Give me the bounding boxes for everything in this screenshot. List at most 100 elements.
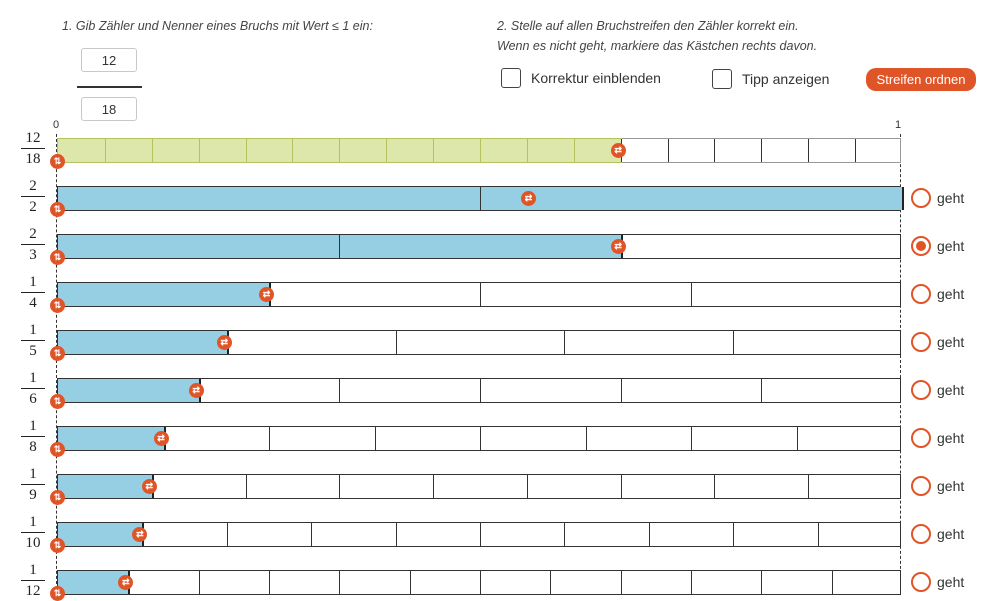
strip-fraction-bar <box>21 244 45 245</box>
not-possible-radio[interactable] <box>911 284 931 304</box>
denominator-drag-handle-icon[interactable]: ⇅ <box>50 202 65 217</box>
radio-label: geht <box>937 190 965 206</box>
numerator-input[interactable]: 12 <box>81 48 137 72</box>
strip-numerator: 1 <box>29 322 37 338</box>
order-strips-button[interactable]: Streifen ordnen <box>866 68 976 91</box>
not-possible-radio[interactable] <box>911 380 931 400</box>
strip-fraction-bar <box>21 148 45 149</box>
strip-divider <box>104 139 106 162</box>
strip-divider <box>269 427 270 450</box>
denominator-drag-handle-icon[interactable]: ⇅ <box>50 538 65 553</box>
strip-divider <box>480 571 481 594</box>
strip-divider <box>198 571 200 594</box>
strip-divider <box>269 571 270 594</box>
strip-numerator: 1 <box>29 514 37 530</box>
step2-instruction-line2: Wenn es nicht geht, markiere das Kästche… <box>497 39 818 53</box>
strip-filled-part <box>58 475 152 498</box>
strip-divider <box>714 475 716 498</box>
strip-divider <box>855 139 857 162</box>
radio-label: geht <box>937 574 965 590</box>
denominator-drag-handle-icon[interactable]: ⇅ <box>50 442 65 457</box>
strip-numerator: 1 <box>29 562 37 578</box>
target-fraction-strip <box>57 138 901 163</box>
numerator-drag-handle-icon[interactable]: ⇄ <box>118 575 134 590</box>
denominator-drag-handle-icon[interactable]: ⇅ <box>50 298 65 313</box>
radio-label: geht <box>937 478 965 494</box>
denominator-drag-handle-icon[interactable]: ⇅ <box>50 250 65 265</box>
axis-zero-label: 0 <box>53 119 60 131</box>
not-possible-radio[interactable] <box>911 476 931 496</box>
strip-filled-part <box>58 331 227 354</box>
radio-label: geht <box>937 286 965 302</box>
strip-fraction-bar <box>21 340 45 341</box>
correction-checkbox[interactable] <box>501 68 521 88</box>
numerator-drag-handle-icon[interactable]: ⇄ <box>132 527 148 542</box>
strip-divider <box>245 475 247 498</box>
numerator-drag-handle-icon[interactable]: ⇄ <box>610 239 626 254</box>
strip-divider <box>733 331 735 354</box>
strip-divider <box>339 139 341 162</box>
tip-label: Tipp anzeigen <box>742 71 830 87</box>
strip-fraction-label: 1 12 <box>20 562 46 599</box>
strip-filled-part <box>58 283 269 306</box>
numerator-drag-handle-icon[interactable]: ⇄ <box>153 431 169 446</box>
strip-fraction-bar <box>21 532 45 533</box>
strip-denominator: 3 <box>29 247 37 263</box>
not-possible-radio[interactable] <box>911 332 931 352</box>
zero-guide-line <box>56 134 57 594</box>
not-possible-radio[interactable] <box>911 236 931 256</box>
strip-divider <box>796 427 798 450</box>
strip-fraction-bar <box>21 292 45 293</box>
strip-fraction-bar <box>21 196 45 197</box>
strip-fraction-bar <box>21 388 45 389</box>
numerator-drag-handle-icon[interactable]: ⇄ <box>259 287 274 302</box>
not-possible-radio[interactable] <box>911 524 931 544</box>
fraction-strip <box>57 330 901 355</box>
strip-divider <box>564 523 566 546</box>
tip-checkbox[interactable] <box>712 69 732 89</box>
strip-divider <box>198 139 200 162</box>
strip-denominator: 4 <box>29 295 37 311</box>
denominator-input[interactable]: 18 <box>81 97 137 121</box>
numerator-drag-handle-icon[interactable]: ⇄ <box>521 191 536 206</box>
strip-divider <box>339 475 341 498</box>
strip-denominator: 8 <box>29 439 37 455</box>
strip-divider <box>151 139 153 162</box>
strip-numerator: 12 <box>25 130 41 146</box>
strip-divider <box>374 427 376 450</box>
strip-divider <box>691 283 692 306</box>
numerator-drag-handle-icon[interactable]: ⇄ <box>610 143 626 158</box>
strip-numerator: 2 <box>29 226 37 242</box>
not-possible-radio[interactable] <box>911 428 931 448</box>
axis-one-label: 1 <box>895 119 902 131</box>
strip-filled-part <box>58 427 164 450</box>
numerator-drag-handle-icon[interactable]: ⇄ <box>216 335 232 350</box>
denominator-drag-handle-icon[interactable]: ⇅ <box>50 490 65 505</box>
denominator-drag-handle-icon[interactable]: ⇅ <box>50 394 65 409</box>
not-possible-radio[interactable] <box>911 572 931 592</box>
strip-numerator: 1 <box>29 466 37 482</box>
strip-divider <box>691 427 692 450</box>
denominator-drag-handle-icon[interactable]: ⇅ <box>50 154 65 169</box>
denominator-drag-handle-icon[interactable]: ⇅ <box>50 346 65 361</box>
strip-divider <box>480 139 481 162</box>
fraction-strip <box>57 474 901 499</box>
strip-divider <box>526 139 528 162</box>
strip-divider <box>311 523 313 546</box>
numerator-drag-handle-icon[interactable]: ⇄ <box>141 479 157 494</box>
strip-fraction-label: 12 18 <box>20 130 46 167</box>
fraction-strip <box>57 234 901 259</box>
not-possible-radio[interactable] <box>911 188 931 208</box>
strip-divider <box>808 475 810 498</box>
strip-denominator: 9 <box>29 487 37 503</box>
radio-label: geht <box>937 430 965 446</box>
strip-divider <box>386 139 388 162</box>
radio-label: geht <box>937 334 965 350</box>
one-guide-line <box>900 134 901 594</box>
strip-fraction-bar <box>21 580 45 581</box>
numerator-drag-handle-icon[interactable]: ⇄ <box>188 383 204 398</box>
